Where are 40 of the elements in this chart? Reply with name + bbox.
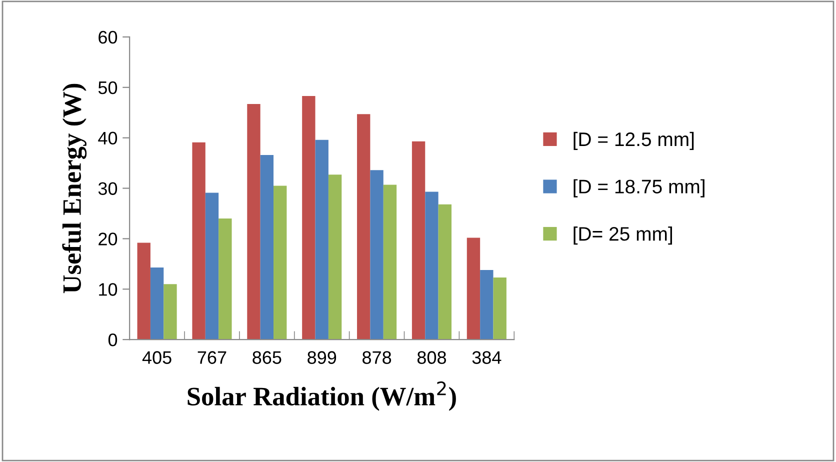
bar: [218, 218, 232, 340]
bar: [370, 170, 384, 340]
x-tick-label: 767: [198, 351, 226, 364]
bar: [302, 96, 316, 340]
y-tick-label: 0: [108, 334, 118, 346]
bar: [383, 184, 397, 340]
bar: [438, 204, 452, 340]
y-axis-title: Useful Energy (W): [62, 84, 87, 294]
y-tick-label: 40: [98, 132, 118, 145]
bar: [466, 238, 480, 340]
y-tick-label: 60: [98, 30, 118, 44]
y-tick-label: 20: [98, 232, 118, 246]
bar: [425, 192, 438, 340]
legend-label: [D = 12.5 mm]: [574, 132, 694, 150]
legend-label: [D= 25 mm]: [574, 226, 672, 245]
x-tick-label: 808: [417, 351, 446, 364]
bar: [274, 186, 287, 340]
x-tick-label: 899: [308, 351, 336, 364]
x-tick-label: 865: [252, 351, 282, 364]
bar: [493, 278, 506, 340]
bar: [137, 242, 150, 340]
bar: [328, 174, 342, 340]
x-tick-label: 384: [472, 351, 502, 364]
x-tick-label: 878: [362, 351, 392, 364]
x-tick-label: 405: [142, 351, 172, 364]
bar: [357, 114, 370, 340]
x-axis-title: Solar Radiation (W/m$^{2}$): [188, 381, 456, 411]
y-tick-label: 50: [98, 81, 118, 94]
y-tick-label: 30: [98, 182, 118, 195]
bar: [205, 192, 219, 340]
bar: [412, 141, 426, 340]
bar: [260, 154, 274, 340]
legend-label: [D = 18.75 mm]: [574, 179, 704, 198]
bar: [164, 284, 177, 340]
bar: [480, 270, 494, 340]
bar: [150, 267, 164, 340]
bar: [192, 142, 206, 340]
bar: [315, 140, 328, 340]
y-tick-label: 10: [99, 283, 118, 296]
bar: [247, 104, 260, 340]
